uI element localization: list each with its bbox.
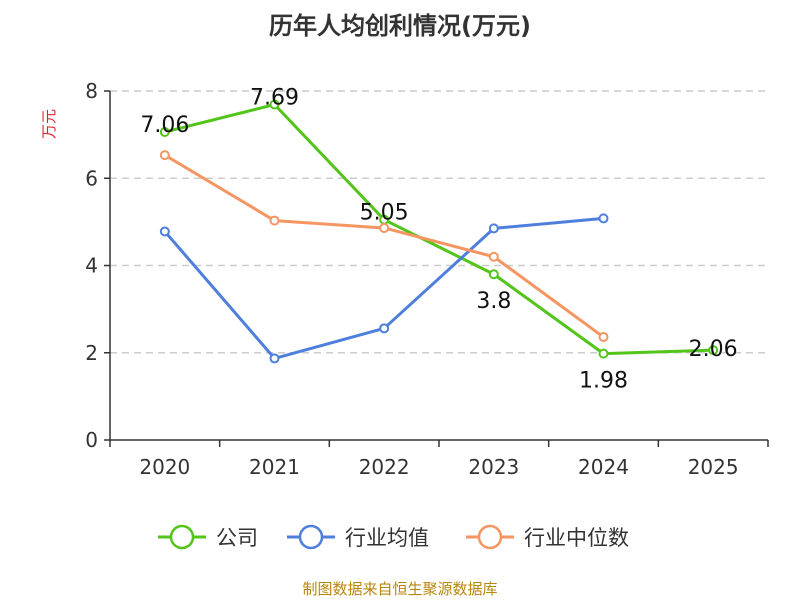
y-tick-label: 6 [85, 166, 98, 190]
legend-item-2: 行业中位数 [466, 524, 629, 550]
x-tick-label: 2023 [468, 455, 519, 479]
series-lines [159, 99, 719, 364]
x-tick-label: 2024 [578, 455, 629, 479]
legend-label: 公司 [216, 526, 258, 550]
data-point [159, 127, 170, 138]
y-tick-label: 2 [85, 341, 98, 365]
source-note: 制图数据来自恒生聚源数据库 [302, 580, 497, 598]
chart-title: 历年人均创利情况(万元) [269, 12, 531, 40]
data-point [269, 99, 280, 110]
data-point [379, 222, 390, 233]
y-tick-label: 4 [85, 254, 98, 278]
data-label: 2.06 [689, 337, 738, 362]
y-tick-label: 8 [85, 79, 98, 103]
legend-marker [298, 524, 324, 550]
data-labels: 7.06 7.69 5.05 3.8 1.98 2.06 [140, 86, 737, 394]
x-tick-label: 2020 [139, 455, 190, 479]
legend-label: 行业中位数 [524, 526, 629, 550]
legend: 公司 行业均值 行业中位数 [158, 524, 629, 550]
data-point [488, 223, 499, 234]
data-point [159, 150, 170, 161]
legend-item-0: 公司 [158, 524, 258, 550]
data-label: 7.69 [250, 86, 299, 111]
axes: 0 2 4 6 8 2020 2021 2022 2023 2024 2025 [85, 79, 769, 479]
series-line-0 [164, 103, 714, 356]
legend-label: 行业均值 [345, 526, 429, 550]
legend-marker [169, 524, 195, 550]
data-label: 1.98 [579, 369, 628, 394]
legend-item-1: 行业均值 [287, 524, 429, 550]
y-axis-label: 万元 [40, 109, 58, 139]
data-label: 7.06 [140, 113, 189, 138]
data-point [598, 332, 609, 343]
x-tick-label: 2025 [688, 455, 739, 479]
grid-lines [110, 90, 768, 354]
data-point [159, 226, 170, 237]
data-label: 3.8 [476, 289, 511, 314]
data-point [269, 353, 280, 364]
data-point [488, 251, 499, 262]
data-point [269, 215, 280, 226]
data-point [598, 348, 609, 359]
data-label: 5.05 [360, 201, 409, 226]
legend-marker [477, 524, 503, 550]
data-point [598, 213, 609, 224]
x-tick-label: 2022 [359, 455, 410, 479]
data-point [708, 345, 719, 356]
x-tick-label: 2021 [249, 455, 300, 479]
data-point [488, 269, 499, 280]
data-point [379, 323, 390, 334]
y-tick-label: 0 [85, 428, 98, 452]
